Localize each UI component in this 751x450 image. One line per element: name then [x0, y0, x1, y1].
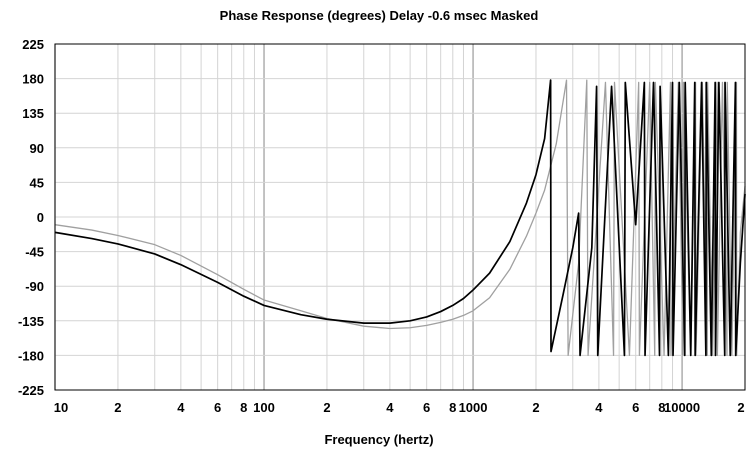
- y-tick-label: -45: [25, 245, 44, 260]
- series-line-black: [54, 79, 746, 357]
- x-tick-label: 6: [423, 400, 430, 415]
- y-tick-labels: 225 180 135 90 45 0 -45 -90 -135 -180 -225: [18, 37, 44, 398]
- x-tick-label: 4: [595, 400, 603, 415]
- x-tick-label: 8: [449, 400, 456, 415]
- x-tick-label: 2: [323, 400, 330, 415]
- y-tick-label: 225: [22, 37, 44, 52]
- y-tick-label: -225: [18, 383, 44, 398]
- x-tick-label: 8: [658, 400, 665, 415]
- y-tick-label: 180: [22, 72, 44, 87]
- grid-layer: [54, 43, 746, 391]
- y-tick-label: 45: [30, 175, 44, 190]
- x-tick-label: 1000: [459, 400, 488, 415]
- y-tick-label: -180: [18, 348, 44, 363]
- x-tick-label: 10000: [664, 400, 700, 415]
- y-tick-label: 135: [22, 106, 44, 121]
- x-tick-label: 2: [114, 400, 121, 415]
- x-tick-label: 2: [737, 400, 744, 415]
- series-line-gray: [54, 79, 746, 357]
- x-tick-label: 2: [532, 400, 539, 415]
- series-layer: [54, 79, 746, 357]
- x-tick-label: 4: [386, 400, 394, 415]
- x-tick-label: 4: [177, 400, 185, 415]
- y-tick-label: -90: [25, 279, 44, 294]
- x-axis-label: Frequency (hertz): [324, 432, 433, 447]
- x-tick-label: 100: [253, 400, 275, 415]
- y-tick-label: -135: [18, 314, 44, 329]
- y-tick-label: 90: [30, 141, 44, 156]
- x-tick-label: 6: [214, 400, 221, 415]
- x-tick-label: 6: [632, 400, 639, 415]
- y-tick-label: 0: [37, 210, 44, 225]
- chart-title: Phase Response (degrees) Delay -0.6 msec…: [220, 8, 539, 23]
- x-tick-label: 10: [54, 400, 68, 415]
- x-tick-label: 8: [240, 400, 247, 415]
- plot-frame: [54, 43, 746, 391]
